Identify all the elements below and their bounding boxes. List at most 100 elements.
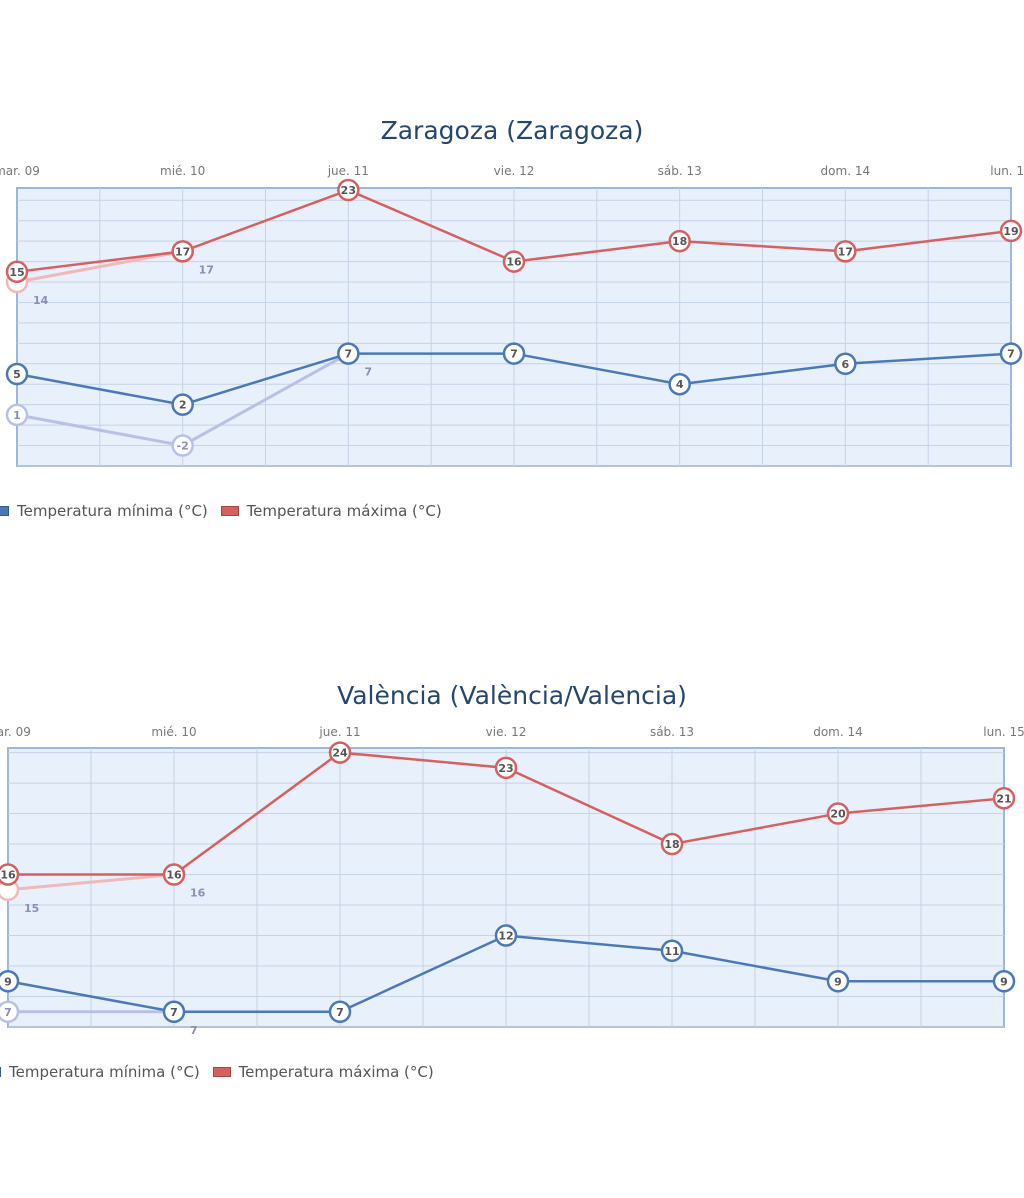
max-series-marker (660, 832, 684, 856)
min-series-marker (494, 924, 518, 947)
min-series-point: 9 (992, 970, 1016, 993)
min-series-point: 2 (171, 393, 194, 416)
max-series-point: 19 (999, 219, 1023, 243)
min-series-point: 9 (826, 970, 850, 993)
min-series-marker (826, 970, 850, 993)
min-series-marker (668, 372, 691, 396)
legend-swatch-min (0, 1067, 1, 1077)
x-tick-label: lun. 15 (983, 725, 1024, 739)
max-series-data-label: 15 (9, 266, 24, 279)
min-series-point: 9 (0, 970, 20, 993)
x-tick-label: dom. 14 (813, 725, 863, 739)
legend-zaragoza: Temperatura mínima (°C) Temperatura máxi… (0, 502, 450, 520)
faded-series-data-label: 7 (4, 1006, 12, 1019)
max-series-data-label: 17 (838, 245, 853, 258)
max-series-point: 24 (328, 741, 352, 764)
min-series-data-label: 7 (510, 348, 518, 361)
faded-series-line (16, 249, 183, 284)
min-series-data-label: 11 (664, 945, 679, 958)
min-series-data-label: 12 (498, 930, 513, 943)
faded-series-data-label: 14 (33, 294, 49, 307)
max-series-marker (171, 240, 194, 263)
min-series-point: 11 (660, 939, 684, 963)
min-series-data-label: 6 (842, 358, 850, 371)
min-series-marker (502, 342, 526, 365)
legend-label-max: Temperatura máxima (°C) (238, 1063, 434, 1081)
min-series-marker (992, 970, 1016, 993)
min-series-data-label: 7 (170, 1006, 178, 1019)
legend-label-min: Temperatura mínima (°C) (9, 1063, 200, 1081)
min-series-data-label: 5 (13, 368, 21, 381)
max-series-marker (162, 863, 186, 886)
max-series-data-label: 23 (498, 762, 513, 775)
x-tick-label: mié. 10 (151, 725, 196, 739)
min-series-marker (328, 1000, 352, 1024)
faded-series-data-label: 7 (364, 366, 372, 379)
legend-item-min[interactable]: Temperatura mínima (°C) (0, 1063, 200, 1081)
faded-series-data-label: -2 (177, 440, 189, 453)
legend-item-max[interactable]: Temperatura máxima (°C) (212, 1063, 434, 1081)
max-series-marker (826, 802, 850, 825)
x-tick-label: vie. 12 (494, 164, 535, 178)
min-series-marker (5, 362, 29, 386)
max-series-point: 23 (337, 178, 360, 202)
x-tick-label: vie. 12 (486, 725, 527, 739)
min-series-point: 7 (162, 1000, 186, 1024)
min-series-marker (337, 342, 360, 365)
max-series-point: 23 (494, 756, 518, 780)
legend-label-max: Temperatura máxima (°C) (246, 502, 442, 520)
max-series-data-label: 16 (166, 869, 182, 882)
max-series-data-label: 16 (0, 869, 16, 882)
x-tick-label: dom. 14 (821, 164, 871, 178)
x-tick-label: lun. 15 (990, 164, 1024, 178)
max-series-point: 18 (660, 832, 684, 856)
legend-swatch-max (220, 506, 239, 516)
max-series-marker (992, 787, 1016, 810)
max-series-data-label: 18 (664, 838, 679, 851)
legend-item-max[interactable]: Temperatura máxima (°C) (220, 502, 442, 520)
min-series-point: 7 (502, 342, 526, 365)
x-tick-label: mié. 10 (160, 164, 205, 178)
min-series-data-label: 7 (336, 1006, 344, 1019)
min-series-marker (162, 1000, 186, 1024)
faded-series-point: -2 (171, 434, 194, 457)
min-series-marker (834, 352, 857, 376)
x-tick-label: jue. 11 (327, 164, 369, 178)
faded-series-marker (0, 1000, 20, 1024)
max-series-marker (999, 219, 1023, 243)
x-tick-label: jue. 11 (318, 725, 360, 739)
chart-title-zaragoza: Zaragoza (Zaragoza) (380, 116, 644, 145)
x-tick-label: sáb. 13 (650, 725, 694, 739)
min-series-marker (0, 970, 20, 993)
x-tick-label: mar. 09 (0, 164, 40, 178)
max-series-data-label: 23 (341, 184, 356, 197)
min-series-data-label: 7 (1007, 348, 1015, 361)
faded-series-data-label: 7 (190, 1024, 198, 1037)
legend-swatch-max (212, 1067, 231, 1077)
min-series-point: 5 (5, 362, 29, 386)
max-series-data-label: 21 (996, 792, 1011, 805)
legend-swatch-min (0, 506, 9, 516)
max-series-point: 17 (171, 240, 194, 263)
max-series-data-label: 24 (332, 747, 348, 760)
faded-series-data-label: 16 (190, 887, 206, 900)
max-series-point: 16 (162, 863, 186, 886)
max-series-data-label: 19 (1003, 225, 1018, 238)
faded-series-data-label: 17 (199, 263, 214, 276)
faded-series-point: 1 (5, 403, 29, 427)
min-series-data-label: 9 (1000, 975, 1008, 988)
min-series-marker (999, 342, 1023, 365)
faded-series-data-label: 1 (13, 409, 21, 422)
max-series-data-label: 17 (175, 245, 190, 258)
max-series-point: 20 (826, 802, 850, 825)
faded-series-data-label: 15 (24, 902, 39, 915)
min-series-data-label: 9 (834, 975, 842, 988)
legend-label-min: Temperatura mínima (°C) (17, 502, 208, 520)
max-series-marker (668, 229, 691, 253)
min-series-point: 7 (328, 1000, 352, 1024)
legend-item-min[interactable]: Temperatura mínima (°C) (0, 502, 208, 520)
min-series-data-label: 7 (345, 348, 353, 361)
min-series-point: 6 (834, 352, 857, 376)
